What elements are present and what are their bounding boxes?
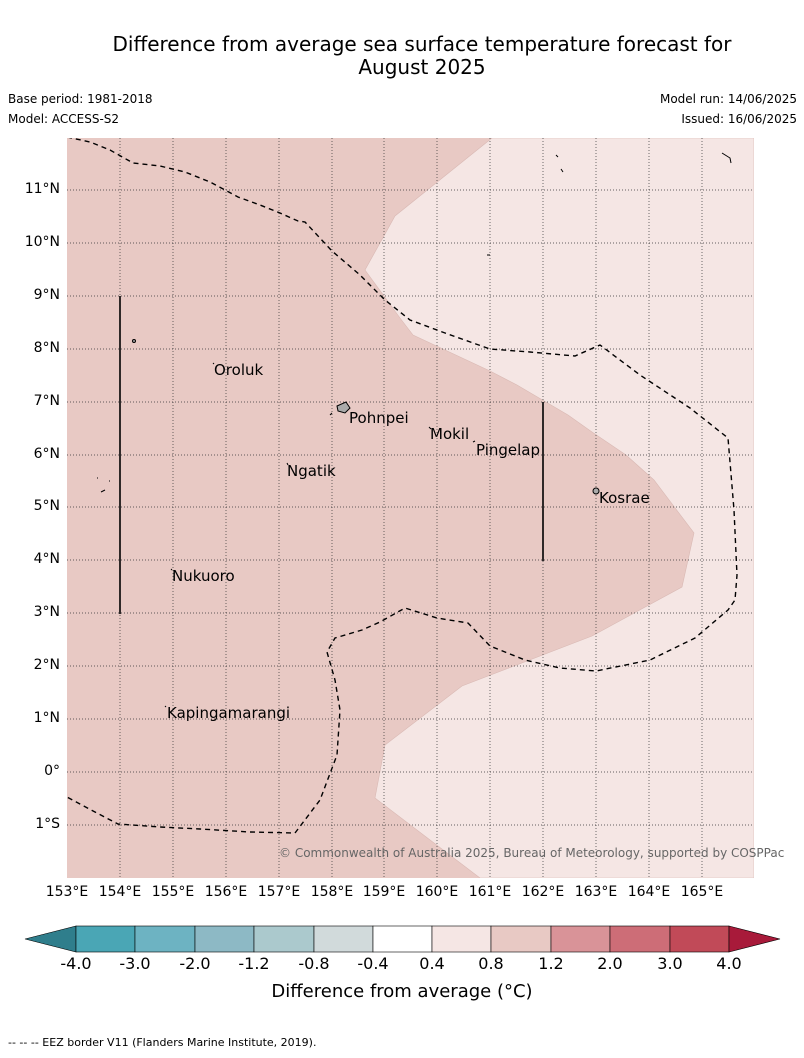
lon-label: 157°E [257, 884, 301, 900]
anomaly-0-4-to-0-8-region [364, 138, 754, 878]
issued-date: Issued: 16/06/2025 [681, 112, 797, 126]
lon-label: 159°E [362, 884, 406, 900]
lon-label: 162°E [521, 884, 565, 900]
colorbar-tick: 4.0 [716, 954, 742, 973]
colorbar-tick: 0.4 [419, 954, 445, 973]
lon-label: 153°E [45, 884, 89, 900]
boundary-lines [119, 296, 544, 614]
lon-label: 163°E [574, 884, 618, 900]
lat-label: 9°N [33, 287, 60, 303]
lon-label: 161°E [468, 884, 512, 900]
place-label-mokil: Mokil [430, 425, 470, 443]
base-period: Base period: 1981-2018 [8, 92, 153, 106]
place-label-pingelap: Pingelap [476, 441, 541, 459]
place-label-nukuoro: Nukuoro [172, 567, 235, 585]
map-area [67, 138, 754, 878]
lat-label: 0° [44, 763, 60, 779]
title-line-1: Difference from average sea surface temp… [112, 32, 732, 56]
colorbar [24, 925, 781, 953]
colorbar-label: Difference from average (°C) [271, 981, 533, 1002]
colorbar-tick: 0.8 [478, 954, 504, 973]
chart-title: Difference from average sea surface temp… [60, 33, 784, 79]
colorbar-tick: -3.0 [119, 954, 151, 973]
lat-label: 5°N [33, 498, 60, 514]
eez-border [67, 138, 738, 834]
lon-label: 158°E [310, 884, 354, 900]
islands [97, 152, 732, 708]
lat-label: 1°N [33, 710, 60, 726]
lat-label: 10°N [24, 234, 60, 250]
colorbar-tick: 2.0 [597, 954, 623, 973]
place-label-kapingamarangi: Kapingamarangi [167, 704, 291, 722]
model-run: Model run: 14/06/2025 [659, 92, 797, 106]
colorbar-tick: -1.2 [238, 954, 270, 973]
colorbar-tick: -2.0 [179, 954, 211, 973]
lat-label: 3°N [33, 604, 60, 620]
copyright-notice: © Commonwealth of Australia 2025, Bureau… [279, 846, 785, 860]
lon-label: 156°E [204, 884, 248, 900]
lat-label: 1°S [35, 816, 60, 832]
lat-label: 8°N [33, 340, 60, 356]
lon-label: 154°E [98, 884, 142, 900]
colorbar-tick: -0.4 [357, 954, 389, 973]
graticule [67, 138, 754, 878]
lat-label: 4°N [33, 551, 60, 567]
lon-label: 155°E [151, 884, 195, 900]
place-label-pohnpei: Pohnpei [349, 409, 409, 427]
model-name: Model: ACCESS-S2 [8, 112, 120, 126]
place-label-kosrae: Kosrae [599, 489, 650, 507]
colorbar-extend-low [24, 925, 77, 953]
lat-label: 11°N [24, 181, 60, 197]
lon-label: 160°E [415, 884, 459, 900]
place-label-ngatik: Ngatik [287, 462, 336, 480]
colorbar-tick: 3.0 [657, 954, 683, 973]
colorbar-extend-high [728, 925, 781, 953]
colorbar-tick: -4.0 [60, 954, 92, 973]
title-line-2: August 2025 [358, 55, 486, 79]
lat-label: 6°N [33, 446, 60, 462]
lat-label: 2°N [33, 657, 60, 673]
colorbar-tick: 1.2 [538, 954, 564, 973]
place-label-oroluk: Oroluk [214, 361, 264, 379]
colorbar-tick: -0.8 [298, 954, 330, 973]
lon-label: 165°E [680, 884, 724, 900]
lat-label: 7°N [33, 393, 60, 409]
eez-footnote: -- -- -- EEZ border V11 (Flanders Marine… [8, 1036, 317, 1049]
lon-label: 164°E [627, 884, 671, 900]
